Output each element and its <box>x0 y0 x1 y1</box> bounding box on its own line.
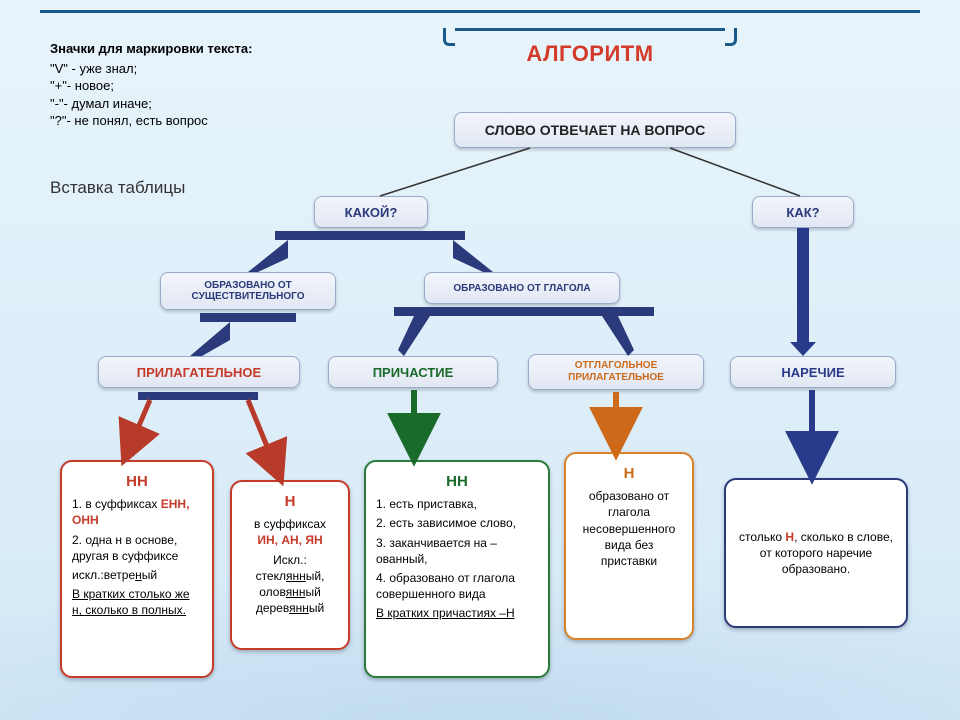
node-adjective: ПРИЛАГАТЕЛЬНОЕ <box>98 356 300 388</box>
notes-title: Значки для маркировки текста: <box>50 40 350 58</box>
node-verbal-adjective: ОТГЛАГОЛЬНОЕ ПРИЛАГАТЕЛЬНОЕ <box>528 354 704 390</box>
node-kak: КАК? <box>752 196 854 228</box>
card-heading: Н <box>576 464 682 484</box>
card-heading: НН <box>376 472 538 492</box>
notes-item: "+"- новое; <box>50 77 350 95</box>
notes-item: "-"- думал иначе; <box>50 95 350 113</box>
card-nn-part: НН 1. есть приставка,2. есть зависимое с… <box>364 460 550 678</box>
card-heading: Н <box>242 492 338 512</box>
notes-item: "?"- не понял, есть вопрос <box>50 112 350 130</box>
card-n-adj: Н в суффиксах ИН, АН, ЯНИскл.: стеклянны… <box>230 480 350 650</box>
top-rule <box>40 10 920 13</box>
node-root: СЛОВО ОТВЕЧАЕТ НА ВОПРОС <box>454 112 736 148</box>
node-from-noun: ОБРАЗОВАНО ОТ СУЩЕСТВИТЕЛЬНОГО <box>160 272 336 310</box>
card-heading: НН <box>72 472 202 492</box>
node-from-verb: ОБРАЗОВАНО ОТ ГЛАГОЛА <box>424 272 620 304</box>
node-adverb: НАРЕЧИЕ <box>730 356 896 388</box>
insert-table-label: Вставка таблицы <box>50 178 185 198</box>
marking-notes: Значки для маркировки текста: "V" - уже … <box>50 40 350 130</box>
main-title: АЛГОРИТМ <box>526 41 653 67</box>
node-kakoy: КАКОЙ? <box>314 196 428 228</box>
card-adverb: столько Н, сколько в слове, от которого … <box>724 478 908 628</box>
card-nn-adj: НН 1. в суффиксах ЕНН, ОНН2. одна н в ос… <box>60 460 214 678</box>
card-n-verbal: Н образовано от глагола несовершенного в… <box>564 452 694 640</box>
notes-item: "V" - уже знал; <box>50 60 350 78</box>
title-frame: АЛГОРИТМ <box>455 28 725 70</box>
node-participle: ПРИЧАСТИЕ <box>328 356 498 388</box>
